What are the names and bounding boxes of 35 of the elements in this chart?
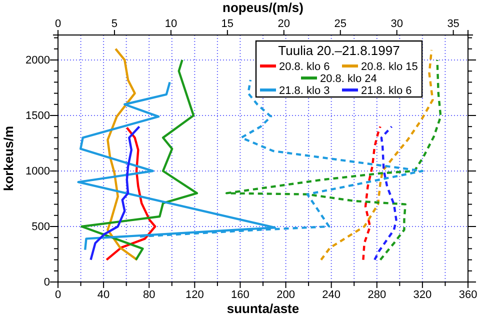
- x-tick-label: 120: [185, 288, 204, 301]
- x2-tick-label: 35: [447, 18, 460, 30]
- x2-tick-label: 25: [334, 18, 346, 30]
- x-tick-label: 280: [368, 288, 386, 301]
- legend-label: 20.8. klo 24: [320, 73, 377, 85]
- line-series: [225, 58, 442, 261]
- x2-tick-label: 20: [278, 18, 290, 30]
- x-tick-label: 160: [231, 288, 250, 301]
- y-tick-label: 2000: [26, 54, 50, 66]
- y-tick-label: 0: [44, 276, 50, 289]
- x2-tick-label: 10: [164, 18, 178, 30]
- x2-axis-title: nopeus/(m/s): [222, 0, 304, 15]
- x2-tick-label: 30: [390, 18, 403, 30]
- x-axis-title: suunta/aste: [226, 301, 300, 316]
- legend-label: 20.8. klo 15: [361, 61, 418, 73]
- y-tick-label: 1000: [26, 166, 50, 178]
- x2-tick-label: 0: [54, 18, 62, 30]
- legend-label: 21.8. klo 3: [279, 85, 330, 97]
- y-tick-label: 1500: [26, 110, 50, 122]
- legend-label: 20.8. klo 6: [279, 61, 330, 73]
- x2-tick-label: 15: [221, 18, 234, 30]
- x-tick-label: 0: [54, 288, 62, 301]
- line-series: [374, 125, 398, 261]
- x-tick-label: 40: [97, 288, 110, 301]
- y-axis-title: korkeus/m: [1, 126, 16, 192]
- x-tick-label: 320: [413, 288, 432, 301]
- line-series: [362, 125, 382, 261]
- x-tick-label: 80: [142, 288, 156, 301]
- x-tick-label: 200: [276, 288, 295, 301]
- y-tick-label: 500: [32, 221, 50, 234]
- x-tick-label: 360: [458, 288, 478, 301]
- x-tick-label: 240: [322, 288, 341, 301]
- legend-label: 21.8. klo 6: [361, 85, 412, 97]
- x2-tick-label: 5: [111, 18, 118, 30]
- legend-title: Tuulia 20.–21.8.1997: [278, 43, 400, 58]
